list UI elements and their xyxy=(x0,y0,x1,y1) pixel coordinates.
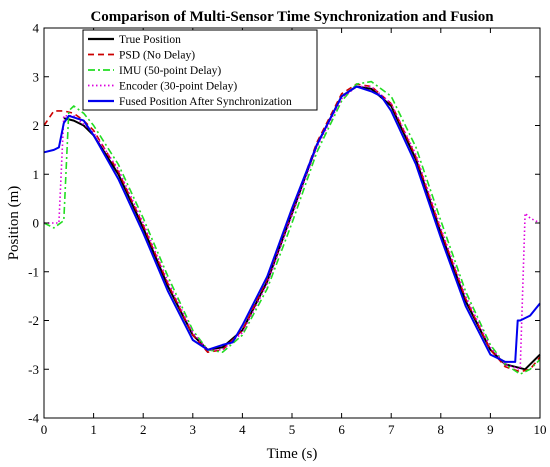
x-tick-label: 7 xyxy=(388,422,395,437)
legend-label-1: PSD (No Delay) xyxy=(119,50,195,62)
x-tick-label: 6 xyxy=(338,422,345,437)
y-axis-label: Position (m) xyxy=(6,186,22,261)
legend-label-4: Fused Position After Synchronization xyxy=(119,96,292,108)
x-tick-label: 9 xyxy=(487,422,494,437)
y-tick-label: 1 xyxy=(33,167,40,182)
series-line-2 xyxy=(43,80,541,375)
x-tick-label: 0 xyxy=(41,422,48,437)
legend-box xyxy=(82,29,318,111)
y-tick-label: -3 xyxy=(28,362,39,377)
ticks-layer: 0 1 2 3 4 5 6 7 8 9 10 -4 -3 -2 -1 0 1 2 3 4 xyxy=(28,21,546,438)
series-line-3 xyxy=(44,85,541,371)
legend-label-0: True Position xyxy=(119,34,181,46)
x-tick-label: 5 xyxy=(289,422,296,437)
x-tick-label: 8 xyxy=(438,422,445,437)
y-tick-label: -1 xyxy=(28,264,39,279)
legend: True Position PSD (No Delay) IMU (50-point… xyxy=(82,29,318,111)
y-tick-label: 2 xyxy=(33,118,40,133)
series-line-4 xyxy=(43,85,541,363)
x-tick-label: 1 xyxy=(90,422,97,437)
x-tick-label: 2 xyxy=(140,422,147,437)
legend-label-3: Encoder (30-point Delay) xyxy=(119,81,237,93)
y-tick-label: 0 xyxy=(33,216,40,231)
x-axis-label: Time (s) xyxy=(267,446,318,462)
chart-title: Comparison of Multi-Sensor Time Synchron… xyxy=(90,9,494,25)
y-tick-label: -2 xyxy=(28,313,39,328)
x-tick-label: 10 xyxy=(534,422,547,437)
x-tick-label: 3 xyxy=(190,422,197,437)
y-tick-label: 3 xyxy=(33,69,40,84)
legend-label-2: IMU (50-point Delay) xyxy=(119,65,221,77)
series-layer xyxy=(43,80,541,375)
y-tick-label: 4 xyxy=(33,21,40,36)
x-tick-label: 4 xyxy=(239,422,246,437)
y-tick-label: -4 xyxy=(28,411,39,426)
